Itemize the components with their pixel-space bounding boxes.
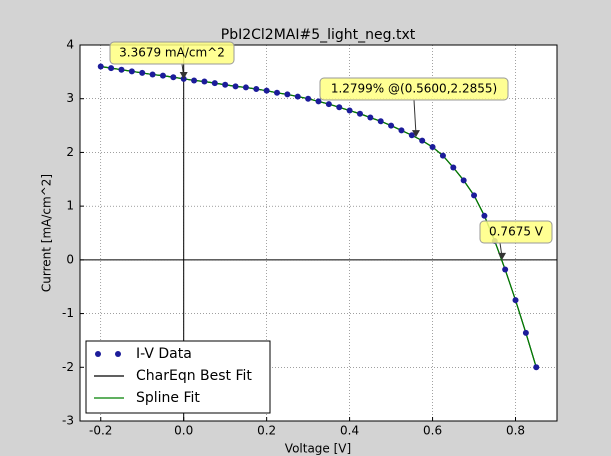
data-point — [211, 80, 218, 87]
legend-marker — [95, 351, 101, 357]
data-point — [471, 192, 478, 199]
data-point — [128, 68, 135, 75]
x-tick-label: -0.2 — [89, 424, 112, 438]
data-point — [522, 329, 529, 336]
x-tick-label: 0.2 — [257, 424, 276, 438]
data-point — [315, 98, 322, 105]
x-axis-label: Voltage [V] — [285, 442, 351, 456]
annotation-box — [109, 41, 235, 65]
data-point — [408, 132, 415, 139]
data-point — [419, 137, 426, 144]
data-point — [367, 114, 374, 121]
data-point — [325, 101, 332, 108]
data-point — [242, 84, 249, 91]
data-point — [201, 78, 208, 85]
legend-label: Spline Fit — [136, 390, 200, 406]
data-point — [274, 89, 281, 96]
y-tick-label: -1 — [62, 306, 74, 320]
annotation-arrow — [413, 99, 417, 135]
y-axis-label: Current [mA/cm^2] — [40, 174, 54, 292]
data-point — [377, 118, 384, 125]
legend: I-V Data CharEqn Best Fit Spline Fit — [85, 340, 271, 414]
y-tick-label: -3 — [62, 414, 74, 428]
data-point — [149, 71, 156, 78]
data-point — [108, 65, 115, 72]
data-point — [460, 177, 467, 184]
data-point — [159, 72, 166, 79]
y-tick-label: 3 — [66, 91, 74, 105]
annotation-arrowhead — [179, 71, 188, 79]
annotation-arrowhead — [498, 252, 507, 260]
annotation-box — [479, 220, 553, 244]
data-point — [429, 144, 436, 151]
y-tick-label: 0 — [66, 252, 74, 266]
data-point — [439, 152, 446, 159]
data-point — [346, 107, 353, 114]
legend-label: CharEqn Best Fit — [136, 368, 252, 384]
x-tick-label: 0.0 — [174, 424, 193, 438]
data-point — [222, 81, 229, 88]
data-point — [398, 127, 405, 134]
data-point — [191, 77, 198, 84]
y-tick-label: 4 — [66, 38, 74, 52]
data-point — [512, 297, 519, 304]
y-tick-label: -2 — [62, 360, 74, 374]
plot-frame — [79, 44, 558, 422]
x-tick-label: 0.4 — [340, 424, 359, 438]
x-tick-label: 0.8 — [506, 424, 525, 438]
data-point — [356, 110, 363, 117]
data-point — [253, 86, 260, 93]
x-tick-label: 0.6 — [423, 424, 442, 438]
data-point — [533, 364, 540, 371]
data-point — [97, 63, 104, 70]
data-point — [139, 69, 146, 76]
y-tick-label: 1 — [66, 199, 74, 213]
data-point — [481, 212, 488, 219]
annotation-box — [319, 77, 509, 101]
data-point — [502, 266, 509, 273]
data-point — [170, 74, 177, 81]
data-point — [305, 95, 312, 102]
data-point — [118, 66, 125, 73]
data-point — [263, 87, 270, 94]
data-point — [336, 104, 343, 111]
annotation-text: 0.7675 V — [489, 225, 544, 239]
data-point — [450, 164, 457, 171]
data-point — [294, 93, 301, 100]
y-tick-label: 2 — [66, 145, 74, 159]
data-point — [232, 83, 239, 90]
legend-label: I-V Data — [136, 346, 192, 362]
annotation-arrowhead — [411, 130, 420, 138]
annotation-text: 1.2799% @(0.5600,2.2855) — [331, 82, 497, 96]
chart-title: PbI2Cl2MAI#5_light_neg.txt — [221, 27, 416, 43]
data-point — [284, 91, 291, 98]
annotation-text: 3.3679 mA/cm^2 — [119, 46, 225, 60]
data-point — [388, 122, 395, 129]
legend-marker — [115, 351, 121, 357]
